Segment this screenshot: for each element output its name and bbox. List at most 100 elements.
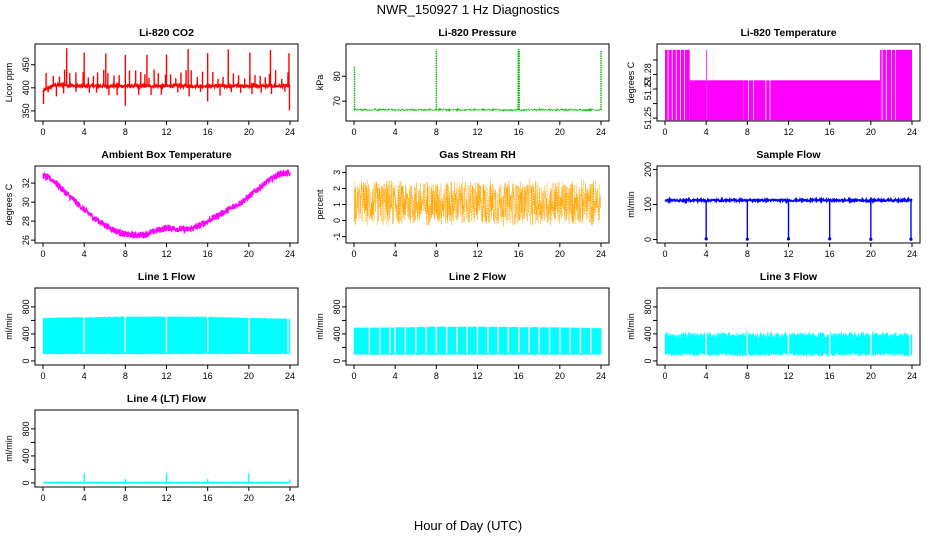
panel-7: Line 1 Flow 0 4 8 12 16 20 24 0 400 800 ml/min: [4, 271, 299, 381]
x-tick-label: 8: [745, 127, 750, 137]
x-tick-label: 12: [472, 371, 482, 381]
x-tick-label: 24: [596, 371, 606, 381]
x-tick-label: 20: [555, 371, 565, 381]
y-tick-label: 800: [643, 299, 653, 314]
x-tick-label: 0: [662, 371, 667, 381]
x-tick-label: 12: [783, 127, 793, 137]
y-axis-label: Licor ppm: [4, 63, 14, 103]
y-axis-label: degrees C: [4, 183, 14, 225]
y-tick-label: 51.28: [643, 63, 653, 86]
x-tick-label: 16: [514, 127, 524, 137]
x-tick-label: 4: [704, 371, 709, 381]
y-axis: 0 400 800: [21, 299, 35, 363]
rh-series: [353, 178, 602, 227]
x-axis: 0 4 8 12 16 20 24: [351, 365, 606, 381]
x-tick-label: 8: [434, 371, 439, 381]
x-tick-label: 24: [285, 249, 295, 259]
x-tick-label: 0: [40, 493, 45, 503]
y-axis-label: ml/min: [626, 313, 636, 340]
x-tick-label: 20: [244, 127, 254, 137]
spike-point: [869, 237, 873, 241]
x-tick-label: 24: [907, 249, 917, 259]
panel-title: Line 2 Flow: [449, 271, 507, 283]
temp-band: [665, 49, 690, 121]
series: [353, 178, 602, 227]
y-axis: 0 100 200: [643, 162, 657, 242]
x-tick-label: 8: [434, 127, 439, 137]
y-axis: 350 400 450: [21, 57, 35, 118]
spike-point: [745, 237, 749, 241]
y-tick-label: 51.25: [643, 107, 653, 130]
y-tick-label: 200: [643, 162, 653, 177]
x-tick-label: 4: [704, 127, 709, 137]
y-axis-label: ml/min: [4, 435, 14, 462]
y-tick-label: 400: [643, 326, 653, 341]
x-tick-label: 16: [825, 371, 835, 381]
y-tick-label: 0: [332, 358, 342, 363]
temp-band: [706, 80, 744, 121]
y-axis: 0 400 800: [21, 421, 35, 485]
spike-point: [704, 237, 708, 241]
y-axis-label: percent: [315, 189, 325, 220]
panel-9: Line 3 Flow 0 4 8 12 16 20 24 0 400 800 ml/min: [626, 271, 921, 381]
spike-point: [828, 237, 832, 241]
x-tick-label: 20: [244, 493, 254, 503]
x-tick-label: 20: [866, 127, 876, 137]
x-tick-label: 16: [514, 371, 524, 381]
x-tick-label: 4: [82, 493, 87, 503]
x-axis: 0 4 8 12 16 20 24: [40, 487, 295, 503]
y-axis: -1 0 1 2 3: [332, 170, 346, 241]
series-line: [353, 107, 602, 112]
y-tick-label: 51.27: [643, 78, 653, 101]
y-tick-label: 800: [21, 421, 31, 436]
x-axis: 0 4 8 12 16 20 24: [662, 365, 917, 381]
y-axis: 70 80: [332, 71, 346, 106]
x-tick-label: 16: [825, 127, 835, 137]
temp-band: [880, 49, 912, 121]
panel-2: Li-820 Pressure 0 4 8 12 16 20 24 70 80 kPa: [315, 27, 610, 137]
y-tick-label: 800: [332, 299, 342, 314]
panel-4: Ambient Box Temperature 0 4 8 12 16 20 24 26 28 30…: [4, 149, 299, 259]
x-tick-label: 0: [662, 127, 667, 137]
y-tick-label: 26: [21, 235, 31, 245]
y-tick-label: 800: [21, 299, 31, 314]
x-tick-label: 0: [40, 249, 45, 259]
x-tick-label: 20: [866, 249, 876, 259]
x-tick-label: 16: [203, 127, 213, 137]
x-tick-label: 24: [285, 127, 295, 137]
panel-title: Line 3 Flow: [760, 271, 818, 283]
y-axis-label: ml/min: [626, 191, 636, 218]
plot-frame: [34, 165, 299, 244]
y-tick-label: 1: [332, 202, 342, 207]
x-tick-label: 4: [82, 127, 87, 137]
x-tick-label: 8: [123, 493, 128, 503]
x-tick-label: 16: [203, 249, 213, 259]
panel-title: Line 4 (LT) Flow: [127, 393, 207, 405]
x-tick-label: 24: [907, 371, 917, 381]
x-tick-label: 12: [161, 371, 171, 381]
x-tick-label: 16: [203, 493, 213, 503]
y-axis-label: kPa: [315, 75, 325, 91]
series: [42, 48, 291, 111]
panel-title: Line 1 Flow: [138, 271, 196, 283]
x-tick-label: 12: [161, 493, 171, 503]
series: [664, 196, 913, 241]
figure-title: NWR_150927 1 Hz Diagnostics: [376, 2, 560, 17]
x-axis: 0 4 8 12 16 20 24: [351, 243, 606, 259]
x-tick-label: 24: [596, 249, 606, 259]
y-tick-label: 0: [21, 480, 31, 485]
series: [353, 49, 602, 112]
spike-point: [909, 237, 913, 241]
panel-title: Sample Flow: [756, 149, 821, 161]
y-tick-label: -1: [332, 233, 342, 241]
panel-title: Li-820 Pressure: [438, 27, 516, 39]
x-axis: 0 4 8 12 16 20 24: [40, 365, 295, 381]
y-tick-label: 400: [21, 448, 31, 463]
panel-title: Li-820 Temperature: [740, 27, 836, 39]
panel-title: Li-820 CO2: [139, 27, 194, 39]
panel-10: Line 4 (LT) Flow 0 4 8 12 16 20 24 0 400 800 ml/min: [4, 393, 299, 503]
x-tick-label: 16: [825, 249, 835, 259]
x-tick-label: 8: [434, 249, 439, 259]
x-tick-label: 8: [123, 127, 128, 137]
